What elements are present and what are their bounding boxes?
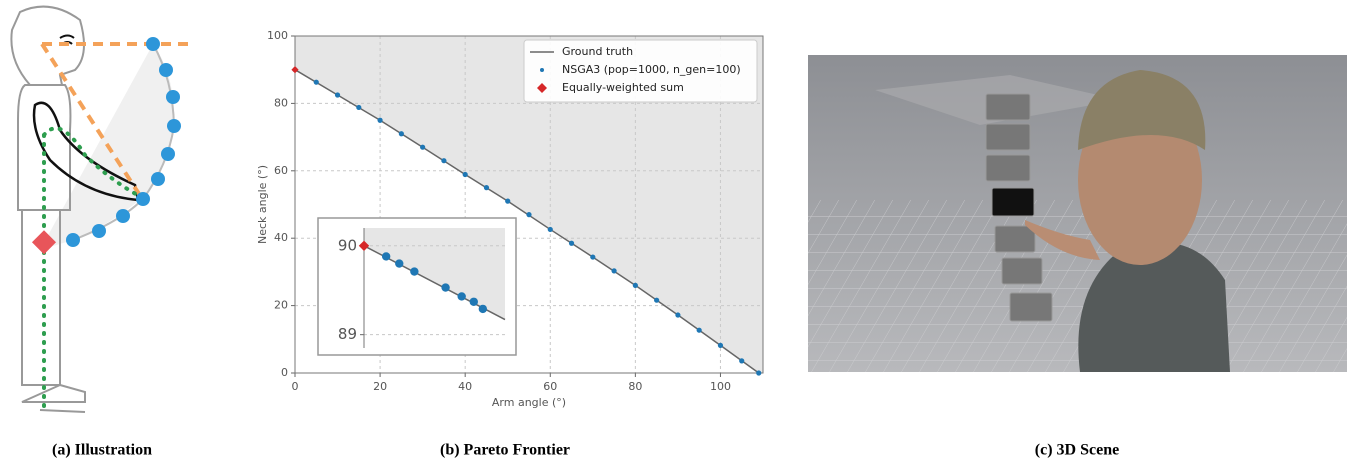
pareto-point bbox=[611, 268, 617, 274]
legend-label: Equally-weighted sum bbox=[562, 81, 684, 94]
y-tick-label: 40 bbox=[274, 231, 288, 244]
pareto-point bbox=[356, 104, 362, 111]
pareto-point bbox=[739, 358, 745, 364]
pareto-point bbox=[756, 370, 762, 376]
legs bbox=[21, 210, 86, 413]
scene-render bbox=[808, 55, 1347, 372]
pareto-point bbox=[469, 297, 478, 306]
y-tick-label: 100 bbox=[267, 29, 288, 42]
caption: (c) 3D Scene bbox=[1035, 442, 1119, 459]
y-tick-label: 20 bbox=[274, 299, 288, 312]
legend-swatch bbox=[537, 83, 547, 93]
arm-axis bbox=[42, 126, 143, 199]
x-tick-label: 0 bbox=[292, 380, 299, 393]
y-tick-label: 80 bbox=[274, 96, 288, 109]
pareto-point bbox=[398, 131, 404, 137]
legend-swatch bbox=[540, 68, 544, 72]
legend-box bbox=[523, 39, 758, 103]
pareto-point bbox=[505, 198, 511, 204]
x-tick-label: 60 bbox=[543, 380, 557, 393]
y-tick-label: 90 bbox=[338, 236, 357, 254]
pareto-point bbox=[395, 259, 404, 268]
weighted-sum-point bbox=[291, 66, 299, 74]
pareto-point bbox=[441, 158, 447, 164]
target-points bbox=[66, 37, 181, 247]
x-tick-label: 20 bbox=[373, 380, 387, 393]
optimum-marker bbox=[31, 230, 57, 255]
pareto-point bbox=[381, 252, 391, 261]
pareto-point bbox=[717, 342, 724, 348]
gaze-line bbox=[40, 42, 143, 199]
pareto-point bbox=[478, 304, 488, 314]
x-tick-label: 100 bbox=[710, 380, 731, 393]
pareto-point bbox=[441, 283, 450, 292]
pareto-point bbox=[675, 312, 681, 318]
y-axis-label: Neck angle (°) bbox=[256, 165, 269, 244]
legend-label: Ground truth bbox=[562, 45, 633, 58]
pareto-point bbox=[377, 117, 383, 123]
caption: (a) Illustration bbox=[52, 442, 152, 459]
pareto-chart: 0 20 40 60 80 100 0 20 40 60 80 100 Arm angle (°) Nec… bbox=[256, 29, 764, 409]
pareto-point bbox=[313, 79, 319, 85]
x-tick-label: 80 bbox=[628, 380, 642, 393]
dominated-region bbox=[364, 228, 505, 320]
pareto-point bbox=[547, 226, 553, 233]
reach-arc bbox=[72, 43, 176, 241]
head bbox=[10, 5, 85, 86]
x-tick-label: 40 bbox=[458, 380, 472, 393]
pareto-point bbox=[420, 144, 426, 150]
pareto-point bbox=[457, 292, 466, 301]
pareto-point bbox=[526, 212, 532, 218]
pareto-point bbox=[334, 92, 341, 98]
torso bbox=[17, 84, 72, 211]
x-axis-label: Arm angle (°) bbox=[492, 396, 566, 409]
pareto-point bbox=[590, 254, 596, 260]
pareto-point bbox=[462, 171, 468, 178]
pareto-point bbox=[483, 185, 490, 191]
pareto-point bbox=[410, 267, 419, 276]
plot-frame bbox=[294, 35, 764, 374]
weighted-sum-point bbox=[358, 240, 370, 251]
y-tick-label: 60 bbox=[274, 164, 288, 177]
pareto-point bbox=[632, 282, 638, 288]
caption: (b) Pareto Frontier bbox=[440, 442, 570, 459]
pareto-point bbox=[696, 327, 702, 333]
pareto-point bbox=[568, 240, 575, 246]
legend-label: NSGA3 (pop=1000, n_gen=100) bbox=[562, 63, 741, 76]
illustration bbox=[10, 5, 195, 413]
dominated-region bbox=[295, 36, 763, 373]
pareto-point bbox=[654, 297, 660, 303]
y-tick-label: 0 bbox=[281, 366, 288, 379]
y-tick-label: 89 bbox=[338, 325, 357, 343]
